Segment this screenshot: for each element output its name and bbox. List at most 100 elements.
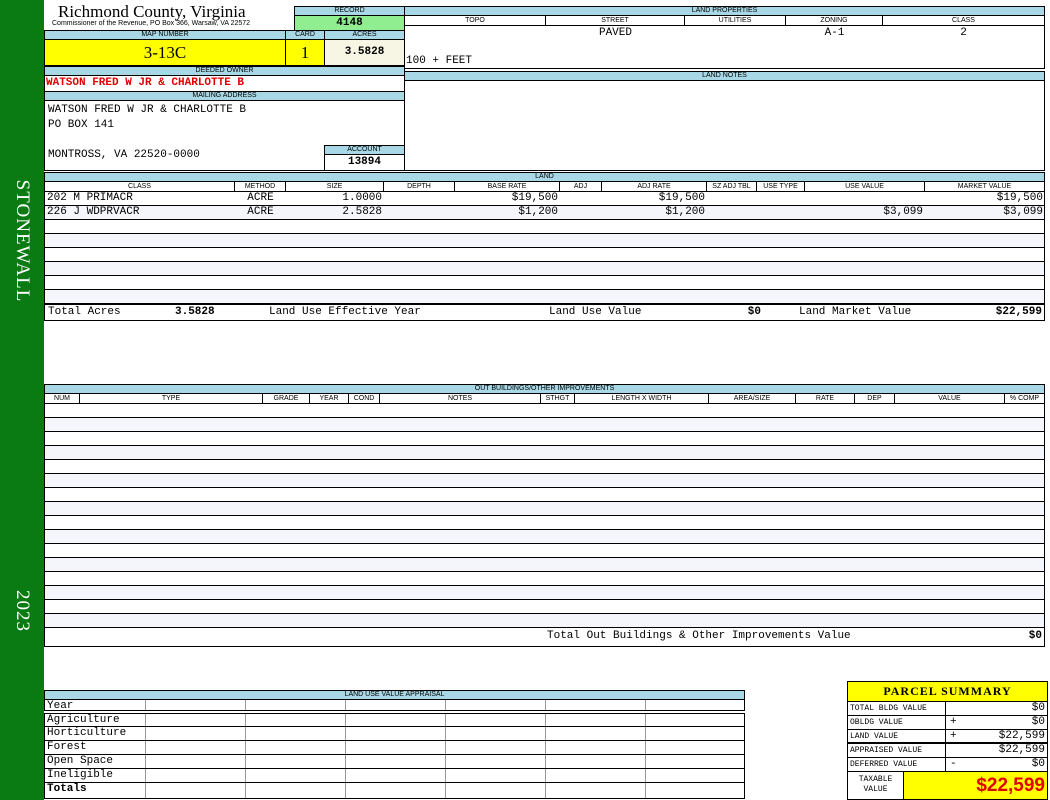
land-use-cell bbox=[545, 714, 546, 726]
land-use-cell bbox=[445, 741, 446, 754]
land-total-field: 3.5828 bbox=[175, 306, 215, 318]
land-cell: ACRE bbox=[247, 206, 274, 218]
outbuildings-row bbox=[45, 586, 1044, 600]
summary-operator bbox=[948, 744, 952, 757]
outbuildings-col-header: AREA/SIZE bbox=[709, 394, 796, 403]
outbuildings-col-header: COND bbox=[349, 394, 380, 403]
summary-operator: + bbox=[950, 730, 957, 742]
summary-operator bbox=[948, 702, 952, 715]
land-cell bbox=[707, 192, 757, 205]
parcel-summary: PARCEL SUMMARY TOTAL BLDG VALUE $0 OBLDG V… bbox=[847, 681, 1048, 800]
land-use-cell bbox=[145, 741, 146, 754]
land-use-cell bbox=[545, 755, 546, 768]
land-cell: 1.0000 bbox=[342, 192, 382, 204]
land-cell: $1,200 bbox=[518, 206, 558, 218]
land-col-header: METHOD bbox=[235, 182, 286, 191]
land-use-cell bbox=[545, 769, 546, 782]
land-use-row: Totals bbox=[44, 783, 745, 799]
land-use-cell bbox=[145, 755, 146, 768]
taxable-label: TAXABLE VALUE bbox=[848, 772, 904, 799]
land-use-cell bbox=[245, 741, 246, 754]
land-use-table: Year Agriculture Horticulture Forest Open Sp… bbox=[44, 699, 745, 800]
land-use-cell bbox=[645, 755, 646, 768]
summary-label: OBLDG VALUE bbox=[848, 716, 946, 729]
summary-label: LAND VALUE bbox=[848, 730, 946, 742]
land-col-header: BASE RATE bbox=[455, 182, 560, 191]
land-total-field: $22,599 bbox=[995, 306, 1042, 318]
land-cell: $3,099 bbox=[883, 206, 923, 218]
summary-row: APPRAISED VALUE $22,599 bbox=[848, 744, 1047, 758]
deeded-owner: WATSON FRED W JR & CHARLOTTE B bbox=[44, 75, 405, 92]
col-street: STREET bbox=[546, 16, 685, 25]
land-use-cell bbox=[145, 700, 146, 710]
land-use-row-label: Horticulture bbox=[47, 727, 127, 739]
summary-row: TOTAL BLDG VALUE $0 bbox=[848, 702, 1047, 716]
land-cell: $19,500 bbox=[658, 192, 705, 204]
land-total-field: Land Market Value bbox=[799, 306, 912, 318]
outbuildings-col-header: VALUE bbox=[895, 394, 1005, 403]
account-number: 13894 bbox=[324, 154, 405, 171]
land-use-cell bbox=[645, 783, 646, 798]
street-value: PAVED bbox=[598, 27, 632, 39]
summary-row: DEFERRED VALUE - $0 bbox=[848, 758, 1047, 772]
outbuildings-column-headers: NUM TYPE GRADE YEAR COND NOTES STHGT LENGTH X W… bbox=[45, 394, 1044, 404]
land-table: CLASS METHOD SIZE DEPTH BASE RATE ADJ ADJ RATE… bbox=[44, 181, 1045, 321]
land-use-cell bbox=[245, 755, 246, 768]
outbuildings-total-row: Total Out Buildings & Other Improvements… bbox=[45, 628, 1044, 646]
land-use-cell bbox=[345, 769, 346, 782]
land-use-row: Ineligible bbox=[44, 769, 745, 783]
outbuildings-row bbox=[45, 544, 1044, 558]
outbuildings-row bbox=[45, 516, 1044, 530]
summary-value: $22,599 bbox=[998, 730, 1045, 742]
land-use-cell bbox=[145, 727, 146, 740]
land-cell: $19,500 bbox=[996, 192, 1043, 204]
summary-row: OBLDG VALUE + $0 bbox=[848, 716, 1047, 730]
outbuildings-row bbox=[45, 558, 1044, 572]
land-cell bbox=[560, 192, 602, 205]
land-use-cell bbox=[445, 769, 446, 782]
land-column-headers: CLASS METHOD SIZE DEPTH BASE RATE ADJ ADJ RATE… bbox=[45, 182, 1044, 192]
land-col-header: DEPTH bbox=[384, 182, 455, 191]
land-col-header: ADJ RATE bbox=[602, 182, 707, 191]
outbuildings-row bbox=[45, 446, 1044, 460]
outbuildings-row bbox=[45, 418, 1044, 432]
summary-label: APPRAISED VALUE bbox=[848, 744, 946, 757]
land-cell bbox=[707, 206, 757, 219]
summary-label: TOTAL BLDG VALUE bbox=[848, 702, 946, 715]
summary-value: $0 bbox=[1031, 702, 1045, 714]
land-col-header: MARKET VALUE bbox=[925, 182, 1044, 191]
outbuildings-col-header: TYPE bbox=[80, 394, 263, 403]
district-name: STONEWALL bbox=[12, 179, 33, 303]
land-total-field: Land Use Effective Year bbox=[269, 306, 421, 318]
land-cell bbox=[384, 206, 455, 219]
outbuildings-table: NUM TYPE GRADE YEAR COND NOTES STHGT LENGTH X W… bbox=[44, 393, 1045, 647]
land-use-row-label: Year bbox=[47, 700, 74, 710]
outbuildings-row bbox=[45, 474, 1044, 488]
land-use-cell bbox=[445, 714, 446, 726]
outbuildings-row bbox=[45, 600, 1044, 614]
land-col-header: CLASS bbox=[45, 182, 235, 191]
outbuildings-col-header: LENGTH X WIDTH bbox=[575, 394, 709, 403]
outbuildings-col-header: NOTES bbox=[380, 394, 541, 403]
col-zoning: ZONING bbox=[786, 16, 883, 25]
land-cell bbox=[560, 206, 602, 219]
land-use-cell bbox=[245, 714, 246, 726]
land-col-header: ADJ bbox=[560, 182, 602, 191]
land-col-header: USE VALUE bbox=[805, 182, 925, 191]
outbuildings-row bbox=[45, 572, 1044, 586]
land-use-cell bbox=[245, 783, 246, 798]
land-row: 226 J WDPRVACR ACRE 2.5828 $1,200 $1,200 $3,0… bbox=[45, 206, 1044, 220]
address-line-2: PO BOX 141 bbox=[48, 119, 115, 131]
map-number: 3-13C bbox=[44, 39, 286, 66]
summary-label: DEFERRED VALUE bbox=[848, 758, 946, 771]
land-use-cell bbox=[645, 700, 646, 710]
land-cell bbox=[757, 192, 805, 205]
outbuildings-row bbox=[45, 460, 1044, 474]
land-total-field: Land Use Value bbox=[549, 306, 642, 318]
land-cell: $19,500 bbox=[511, 192, 558, 204]
land-use-cell bbox=[645, 727, 646, 740]
land-row bbox=[45, 220, 1044, 234]
land-row bbox=[45, 234, 1044, 248]
land-col-header: SIZE bbox=[286, 182, 384, 191]
land-use-cell bbox=[345, 700, 346, 710]
